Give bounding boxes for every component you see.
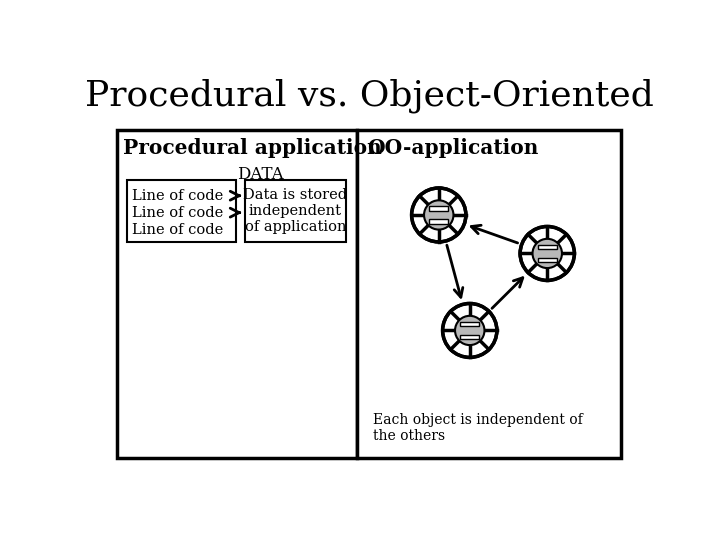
Text: Line of code: Line of code [132,222,223,237]
Text: Line of code: Line of code [132,188,223,202]
Bar [117,130,357,457]
Circle shape [520,226,575,280]
Bar [460,335,480,339]
Bar [429,219,449,224]
Text: Line of code: Line of code [132,206,223,220]
Bar [429,206,449,211]
Text: Procedural vs. Object-Oriented: Procedural vs. Object-Oriented [85,78,653,113]
Circle shape [455,316,485,345]
Bar [460,322,480,326]
Circle shape [443,303,497,357]
Circle shape [533,239,562,268]
Circle shape [412,188,466,242]
Text: Each object is independent of
the others: Each object is independent of the others [373,413,582,443]
Text: DATA: DATA [237,166,284,183]
Text: Data is stored
independent
of application: Data is stored independent of applicatio… [243,188,348,234]
Text: OO-application: OO-application [366,138,538,158]
Bar [538,245,557,249]
Bar [245,180,346,242]
Text: Procedural application: Procedural application [123,138,382,158]
Bar [538,258,557,262]
Bar [127,180,235,242]
Bar [357,130,621,457]
Circle shape [424,200,454,230]
